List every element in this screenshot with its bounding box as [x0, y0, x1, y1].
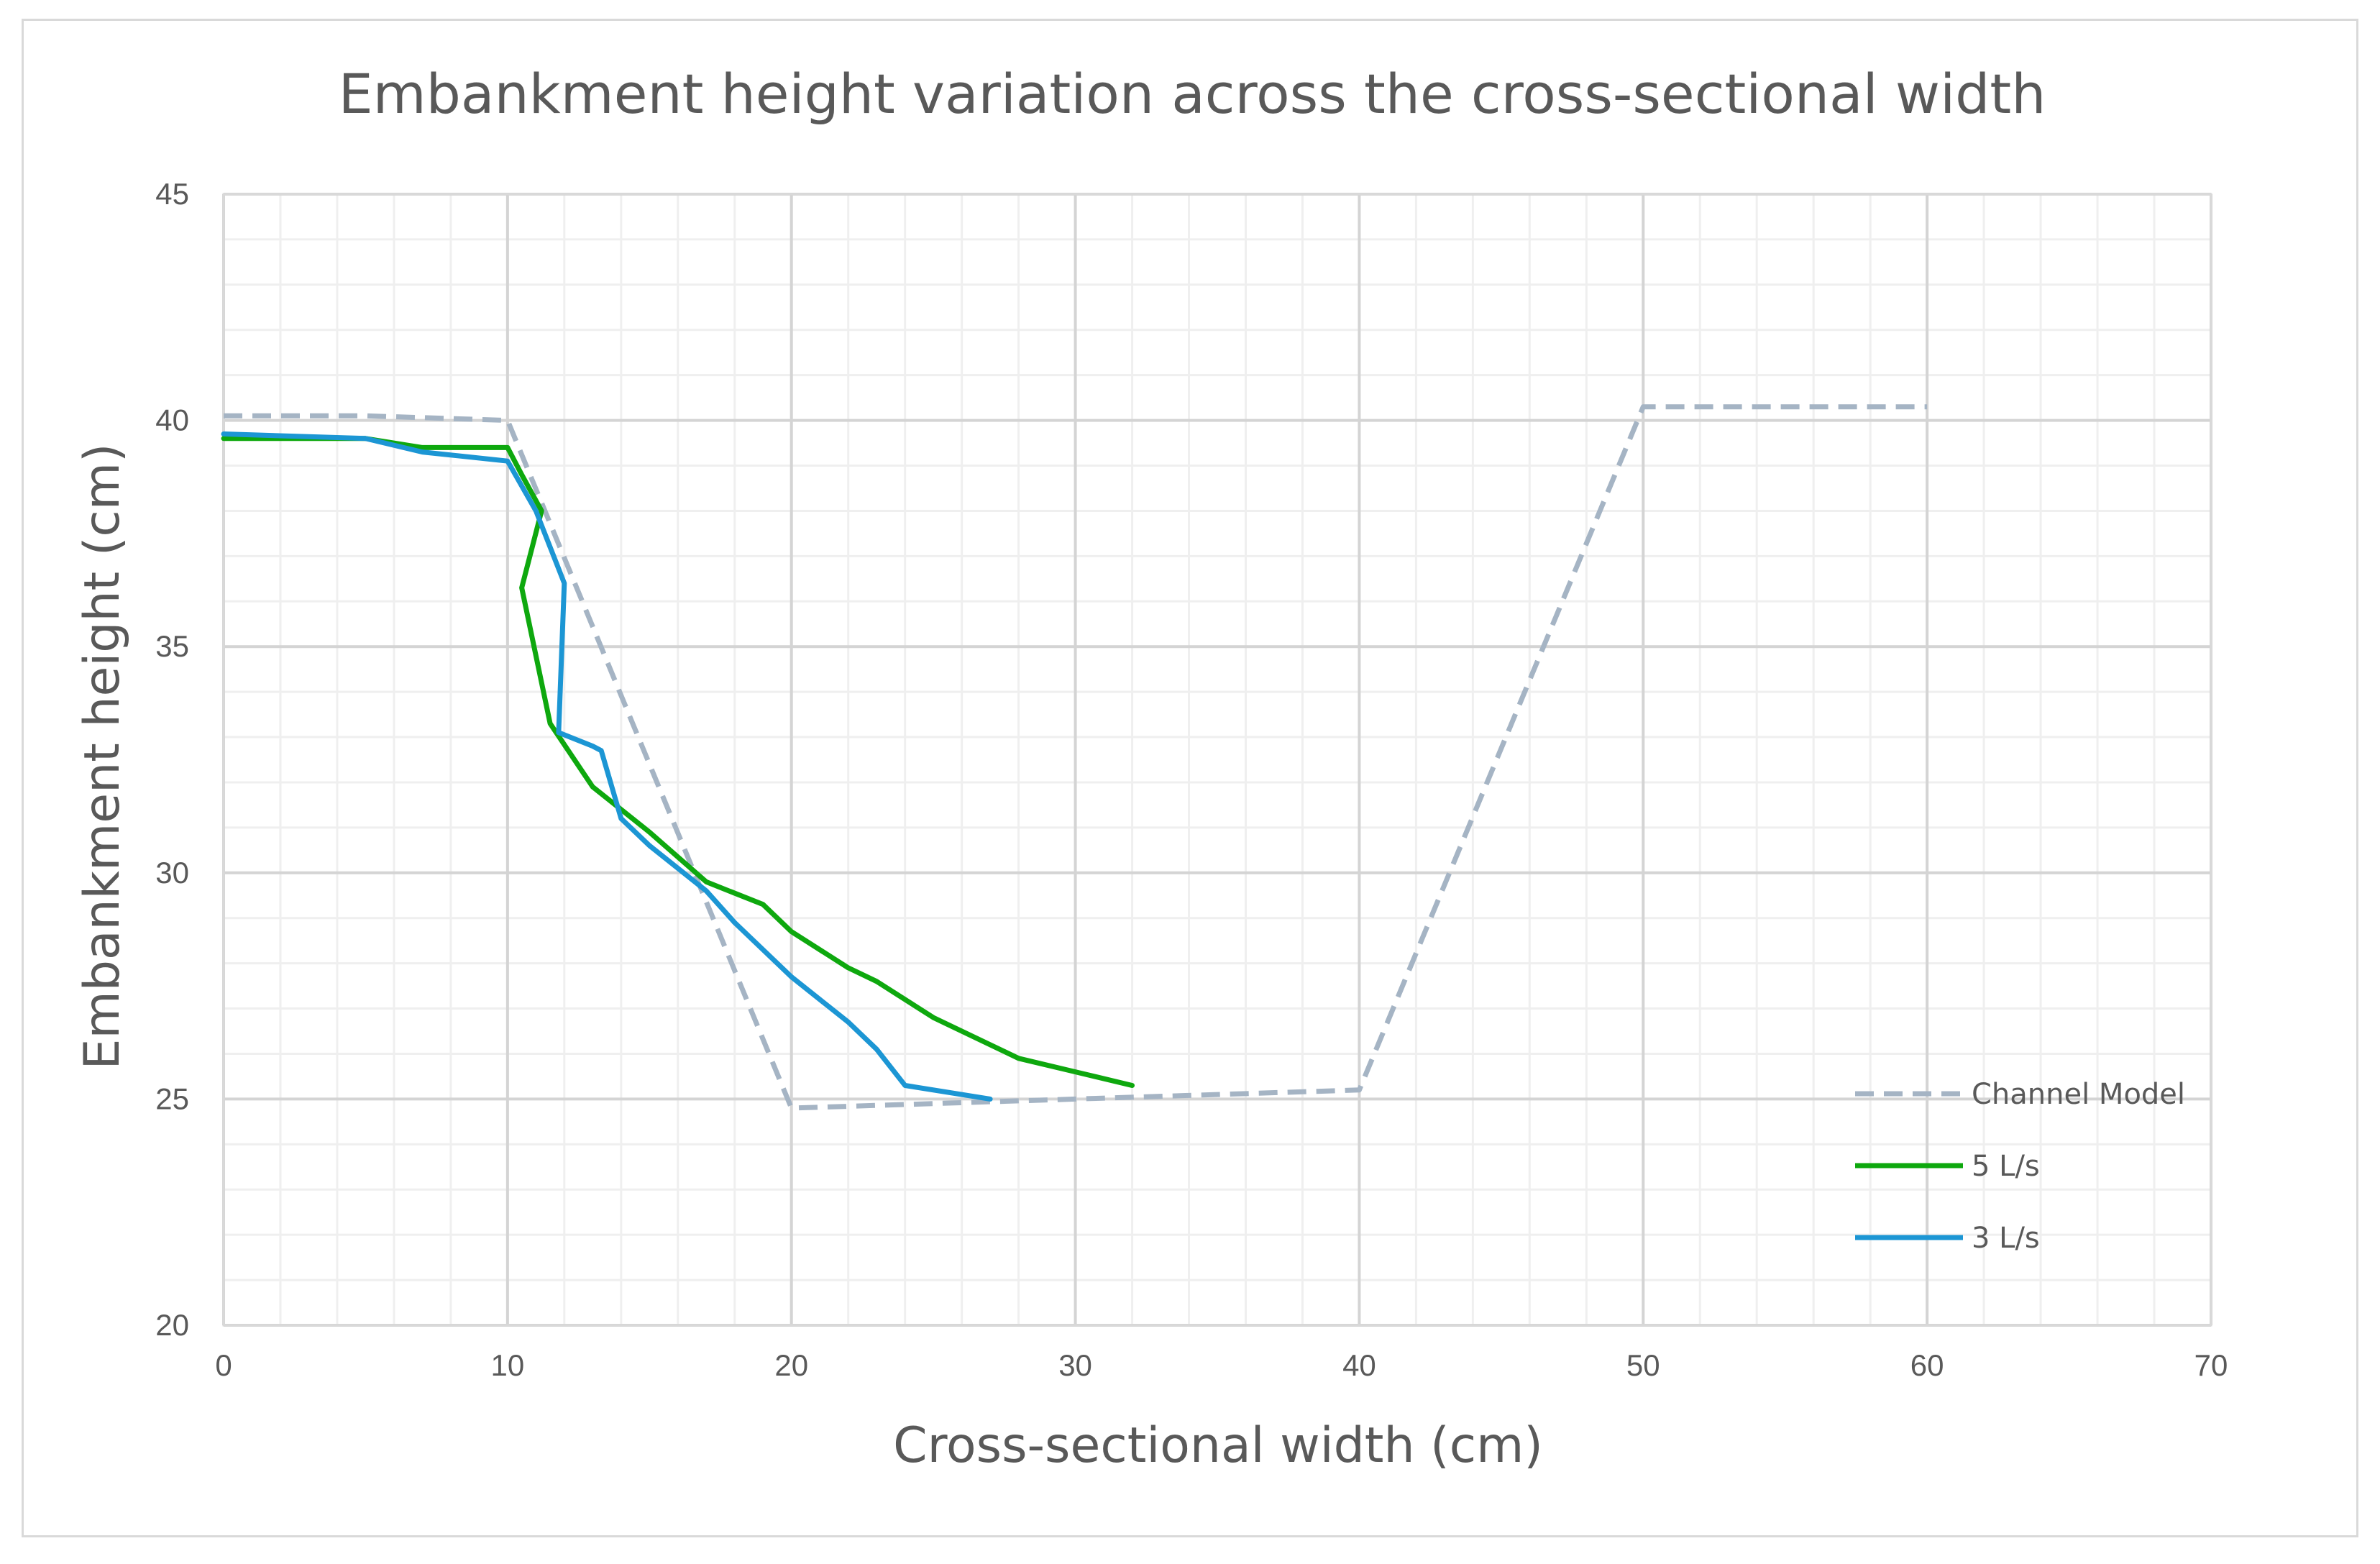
x-tick-label: 20 — [774, 1348, 808, 1382]
grid-minor — [224, 194, 2211, 1325]
x-tick-label: 10 — [490, 1348, 524, 1382]
x-axis-label: Cross-sectional width (cm) — [893, 1417, 1543, 1474]
legend: Channel Model 5 L/s 3 L/s — [1855, 1078, 2185, 1255]
x-tick-label: 70 — [2194, 1348, 2228, 1382]
x-tick-label: 50 — [1626, 1348, 1660, 1382]
y-axis-label: Embankment height (cm) — [74, 443, 131, 1069]
chart-title: Embankment height variation across the c… — [339, 62, 2046, 126]
series-line-channel-model — [224, 404, 1928, 1111]
grid-major — [222, 193, 2212, 1327]
x-tick-label: 60 — [1910, 1348, 1944, 1382]
series-line-3-l-s — [221, 431, 993, 1102]
legend-label-channel-model: Channel Model — [1972, 1078, 2185, 1111]
x-tick-label: 30 — [1058, 1348, 1092, 1382]
series-line-5-l-s — [221, 436, 1135, 1088]
y-tick-label: 20 — [155, 1308, 189, 1342]
plot-area-border — [222, 193, 2212, 1327]
series-lines — [221, 404, 1928, 1111]
y-tick-label: 30 — [155, 856, 189, 890]
y-tick-label: 25 — [155, 1081, 189, 1115]
y-tick-label: 45 — [155, 177, 189, 211]
legend-label-5-l-s: 5 L/s — [1972, 1150, 2040, 1183]
y-tick-label: 40 — [155, 403, 189, 437]
y-axis-ticks: 20 25 30 35 40 45 — [155, 177, 189, 1342]
x-tick-label: 0 — [215, 1348, 232, 1382]
y-tick-label: 35 — [155, 629, 189, 663]
legend-label-3-l-s: 3 L/s — [1972, 1222, 2040, 1255]
x-axis-ticks: 0 10 20 30 40 50 60 70 — [215, 1348, 2228, 1382]
x-tick-label: 40 — [1342, 1348, 1376, 1382]
